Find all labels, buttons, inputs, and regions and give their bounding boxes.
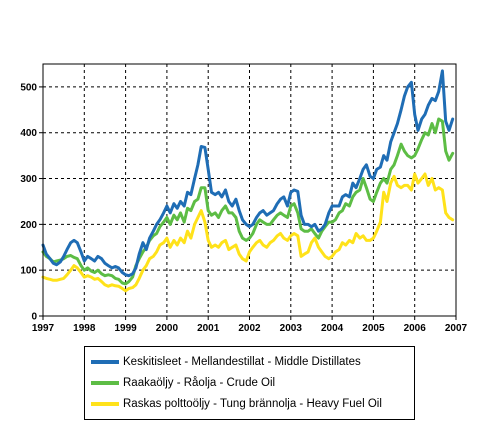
legend-label-middle-distillates: Keskitisleet - Mellandestillat - Middle … xyxy=(123,356,361,368)
series-line-heavy-fuel-oil xyxy=(41,172,455,293)
y-tick-label: 200 xyxy=(20,220,37,231)
tick-labels: 0 100 200 300 400 500 1997 1998 1999 2000 2001 2002… xyxy=(20,82,467,334)
legend-swatch-heavy-fuel-oil xyxy=(91,402,119,406)
legend: Keskitisleet - Mellandestillat - Middle … xyxy=(84,346,415,420)
x-tick-label: 2007 xyxy=(445,323,468,334)
x-tick-label: 2003 xyxy=(280,323,303,334)
y-tick-label: 500 xyxy=(20,82,37,93)
y-tick-label: 300 xyxy=(20,174,37,185)
x-tick-label: 2001 xyxy=(197,323,220,334)
legend-label-heavy-fuel-oil: Raskas polttoöljy - Tung brännolja - Hea… xyxy=(123,398,382,410)
x-tick-label: 2000 xyxy=(156,323,179,334)
legend-item-heavy-fuel-oil: Raskas polttoöljy - Tung brännolja - Hea… xyxy=(91,395,382,413)
grid xyxy=(39,64,457,320)
x-tick-label: 2004 xyxy=(321,323,344,334)
legend-swatch-middle-distillates xyxy=(91,360,119,364)
y-tick-label: 100 xyxy=(20,266,37,277)
series-line-middle-distillates xyxy=(41,69,455,278)
x-tick-label: 2002 xyxy=(238,323,261,334)
y-tick-label: 0 xyxy=(31,312,37,323)
x-tick-label: 1999 xyxy=(114,323,137,334)
legend-item-crude-oil: Raakaöljy - Råolja - Crude Oil xyxy=(91,374,275,392)
x-tick-label: 2005 xyxy=(362,323,385,334)
x-tick-label: 1997 xyxy=(32,323,55,334)
legend-item-middle-distillates: Keskitisleet - Mellandestillat - Middle … xyxy=(91,353,361,371)
y-tick-label: 400 xyxy=(20,128,37,139)
x-tick-label: 2006 xyxy=(404,323,427,334)
series-line-crude-oil xyxy=(41,117,455,286)
legend-swatch-crude-oil xyxy=(91,381,119,385)
legend-label-crude-oil: Raakaöljy - Råolja - Crude Oil xyxy=(123,377,276,389)
series-lines xyxy=(41,69,455,293)
plot-frame xyxy=(42,63,457,317)
x-tick-label: 1998 xyxy=(73,323,96,334)
